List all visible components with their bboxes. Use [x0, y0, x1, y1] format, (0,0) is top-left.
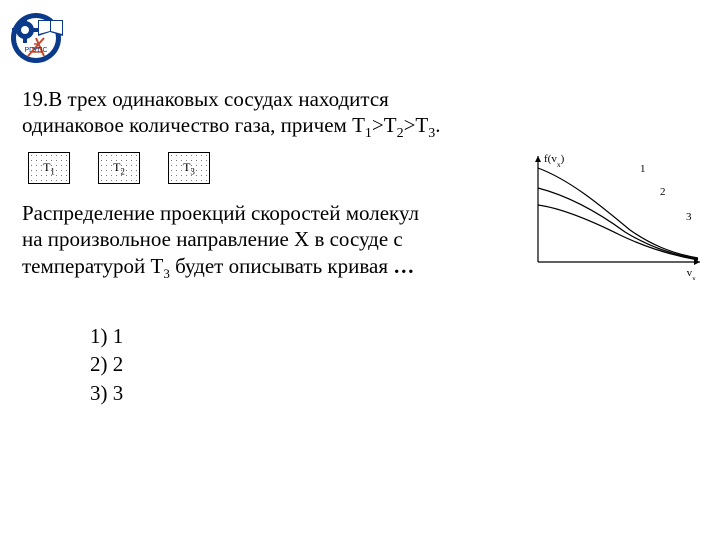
para-l3a: температурой T: [22, 254, 163, 278]
question-line2a: одинаковое количество газа, причем T: [22, 113, 365, 137]
question-line2b: >T: [372, 113, 397, 137]
question-text: 19.В трех одинаковых сосудах находится о…: [22, 86, 522, 143]
svg-text:2: 2: [660, 186, 666, 198]
answer-1: 1) 1: [90, 322, 123, 350]
answer-list: 1) 1 2) 2 3) 3: [90, 322, 123, 407]
question-number: 19.: [22, 87, 48, 111]
body-paragraph: Распределение проекций скоростей молекул…: [22, 200, 492, 282]
svg-text:3: 3: [686, 211, 692, 223]
vessel-3-s: 3: [190, 166, 195, 176]
para-l3b: будет описывать кривая: [170, 254, 393, 278]
logo-text: РГУПС: [25, 47, 48, 54]
para-l2: на произвольное направление X в сосуде с: [22, 227, 403, 251]
question-line2c: >T: [404, 113, 429, 137]
question-line1: В трех одинаковых сосудах находится: [48, 87, 389, 111]
para-dots: …: [393, 254, 414, 278]
university-logo: РГУПС: [8, 8, 88, 68]
vessel-3: T3: [168, 152, 210, 184]
answer-3: 3) 3: [90, 379, 123, 407]
sub1: 1: [365, 126, 372, 141]
vessel-2-s: 2: [120, 166, 125, 176]
sub2: 2: [397, 126, 404, 141]
svg-text:1: 1: [640, 163, 646, 175]
question-line2d: .: [435, 113, 440, 137]
answer-2: 2) 2: [90, 350, 123, 378]
vessel-2: T2: [98, 152, 140, 184]
para-l1: Распределение проекций скоростей молекул: [22, 201, 419, 225]
svg-text:vx: vx: [687, 267, 697, 280]
vessel-1: T1: [28, 152, 70, 184]
vessel-1-s: 1: [50, 166, 55, 176]
svg-text:f(vx): f(vx): [544, 153, 565, 169]
vessel-row: T1 T2 T3: [28, 152, 210, 184]
distribution-chart: 1 2 3 f(vx) vx: [520, 150, 710, 280]
